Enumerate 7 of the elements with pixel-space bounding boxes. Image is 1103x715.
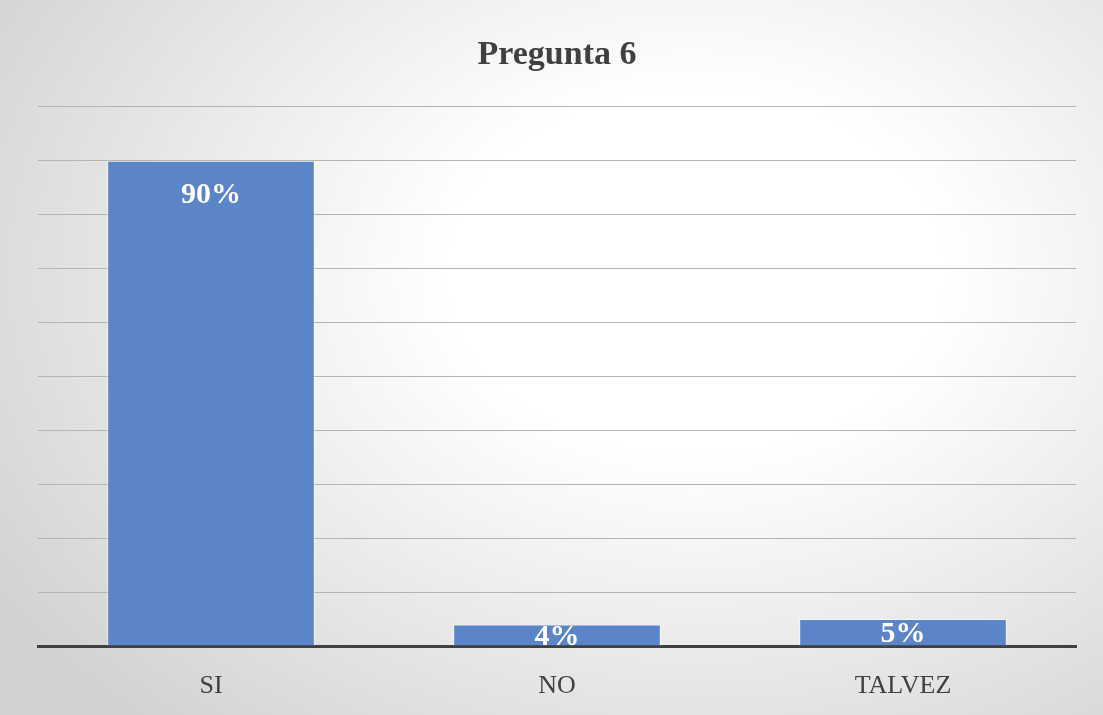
x-tick-label: NO (538, 670, 576, 700)
data-label: 90% (181, 175, 241, 209)
data-label: 5% (880, 615, 926, 649)
x-tick-label: TALVEZ (854, 670, 952, 700)
x-tick-label: SI (199, 670, 223, 700)
chart-title: Pregunta 6 (477, 34, 637, 72)
data-label: 4% (534, 617, 580, 651)
